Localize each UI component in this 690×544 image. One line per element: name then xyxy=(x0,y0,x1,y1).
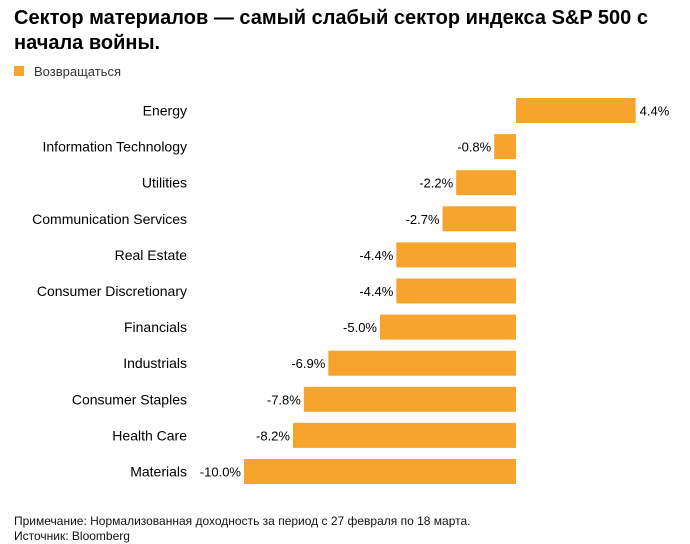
category-label: Consumer Discretionary xyxy=(37,283,187,299)
bar xyxy=(396,278,516,304)
legend-swatch xyxy=(14,66,24,76)
footer-note: Примечание: Нормализованная доходность з… xyxy=(14,514,471,528)
category-label: Utilities xyxy=(142,175,187,191)
category-label: Information Technology xyxy=(43,139,188,155)
category-label: Health Care xyxy=(112,427,187,443)
chart-title: Сектор материалов — самый слабый сектор … xyxy=(14,7,648,54)
category-label: Consumer Staples xyxy=(72,391,187,407)
bar xyxy=(494,134,516,160)
bar xyxy=(380,314,516,340)
bar xyxy=(244,459,516,484)
legend-label: Возвращаться xyxy=(34,63,121,79)
data-label: -0.8% xyxy=(457,140,491,155)
bar xyxy=(396,242,516,268)
data-label: -2.2% xyxy=(419,176,453,191)
data-label: 4.4% xyxy=(640,104,670,119)
data-label: -2.7% xyxy=(406,212,440,227)
bar xyxy=(442,206,516,232)
bar-chart: Energy 4.4% Information Technology -0.8% Uti… xyxy=(32,98,670,484)
data-label: -7.8% xyxy=(267,392,301,407)
data-label: -8.2% xyxy=(256,428,290,443)
bar xyxy=(456,170,516,196)
category-label: Financials xyxy=(124,319,187,335)
data-label: -4.4% xyxy=(359,284,393,299)
bar xyxy=(292,422,516,448)
data-label: -4.4% xyxy=(359,248,393,263)
bar xyxy=(328,350,516,376)
chart-footer: Примечание: Нормализованная доходность з… xyxy=(14,514,471,544)
data-label: -6.9% xyxy=(291,356,325,371)
legend: Возвращаться xyxy=(14,63,121,79)
category-label: Communication Services xyxy=(32,211,187,227)
category-label: Real Estate xyxy=(115,247,188,263)
category-label: Materials xyxy=(130,464,187,480)
bar xyxy=(303,386,516,412)
data-label: -10.0% xyxy=(200,465,242,480)
category-label: Energy xyxy=(143,103,187,119)
bar xyxy=(516,98,636,123)
data-label: -5.0% xyxy=(343,320,377,335)
footer-source: Источник: Bloomberg xyxy=(14,529,130,543)
category-label: Industrials xyxy=(123,355,187,371)
